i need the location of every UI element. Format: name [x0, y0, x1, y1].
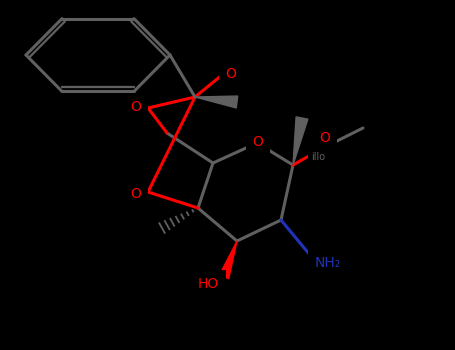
Polygon shape [293, 117, 308, 165]
Text: NH₂: NH₂ [315, 256, 341, 270]
Text: O: O [253, 135, 263, 149]
Text: O: O [131, 187, 142, 201]
Text: O: O [131, 100, 142, 114]
Polygon shape [219, 241, 237, 279]
Text: O: O [226, 67, 237, 81]
Polygon shape [195, 96, 238, 108]
Text: O: O [319, 131, 330, 145]
Text: HO: HO [197, 277, 218, 291]
Text: illo: illo [311, 152, 325, 162]
